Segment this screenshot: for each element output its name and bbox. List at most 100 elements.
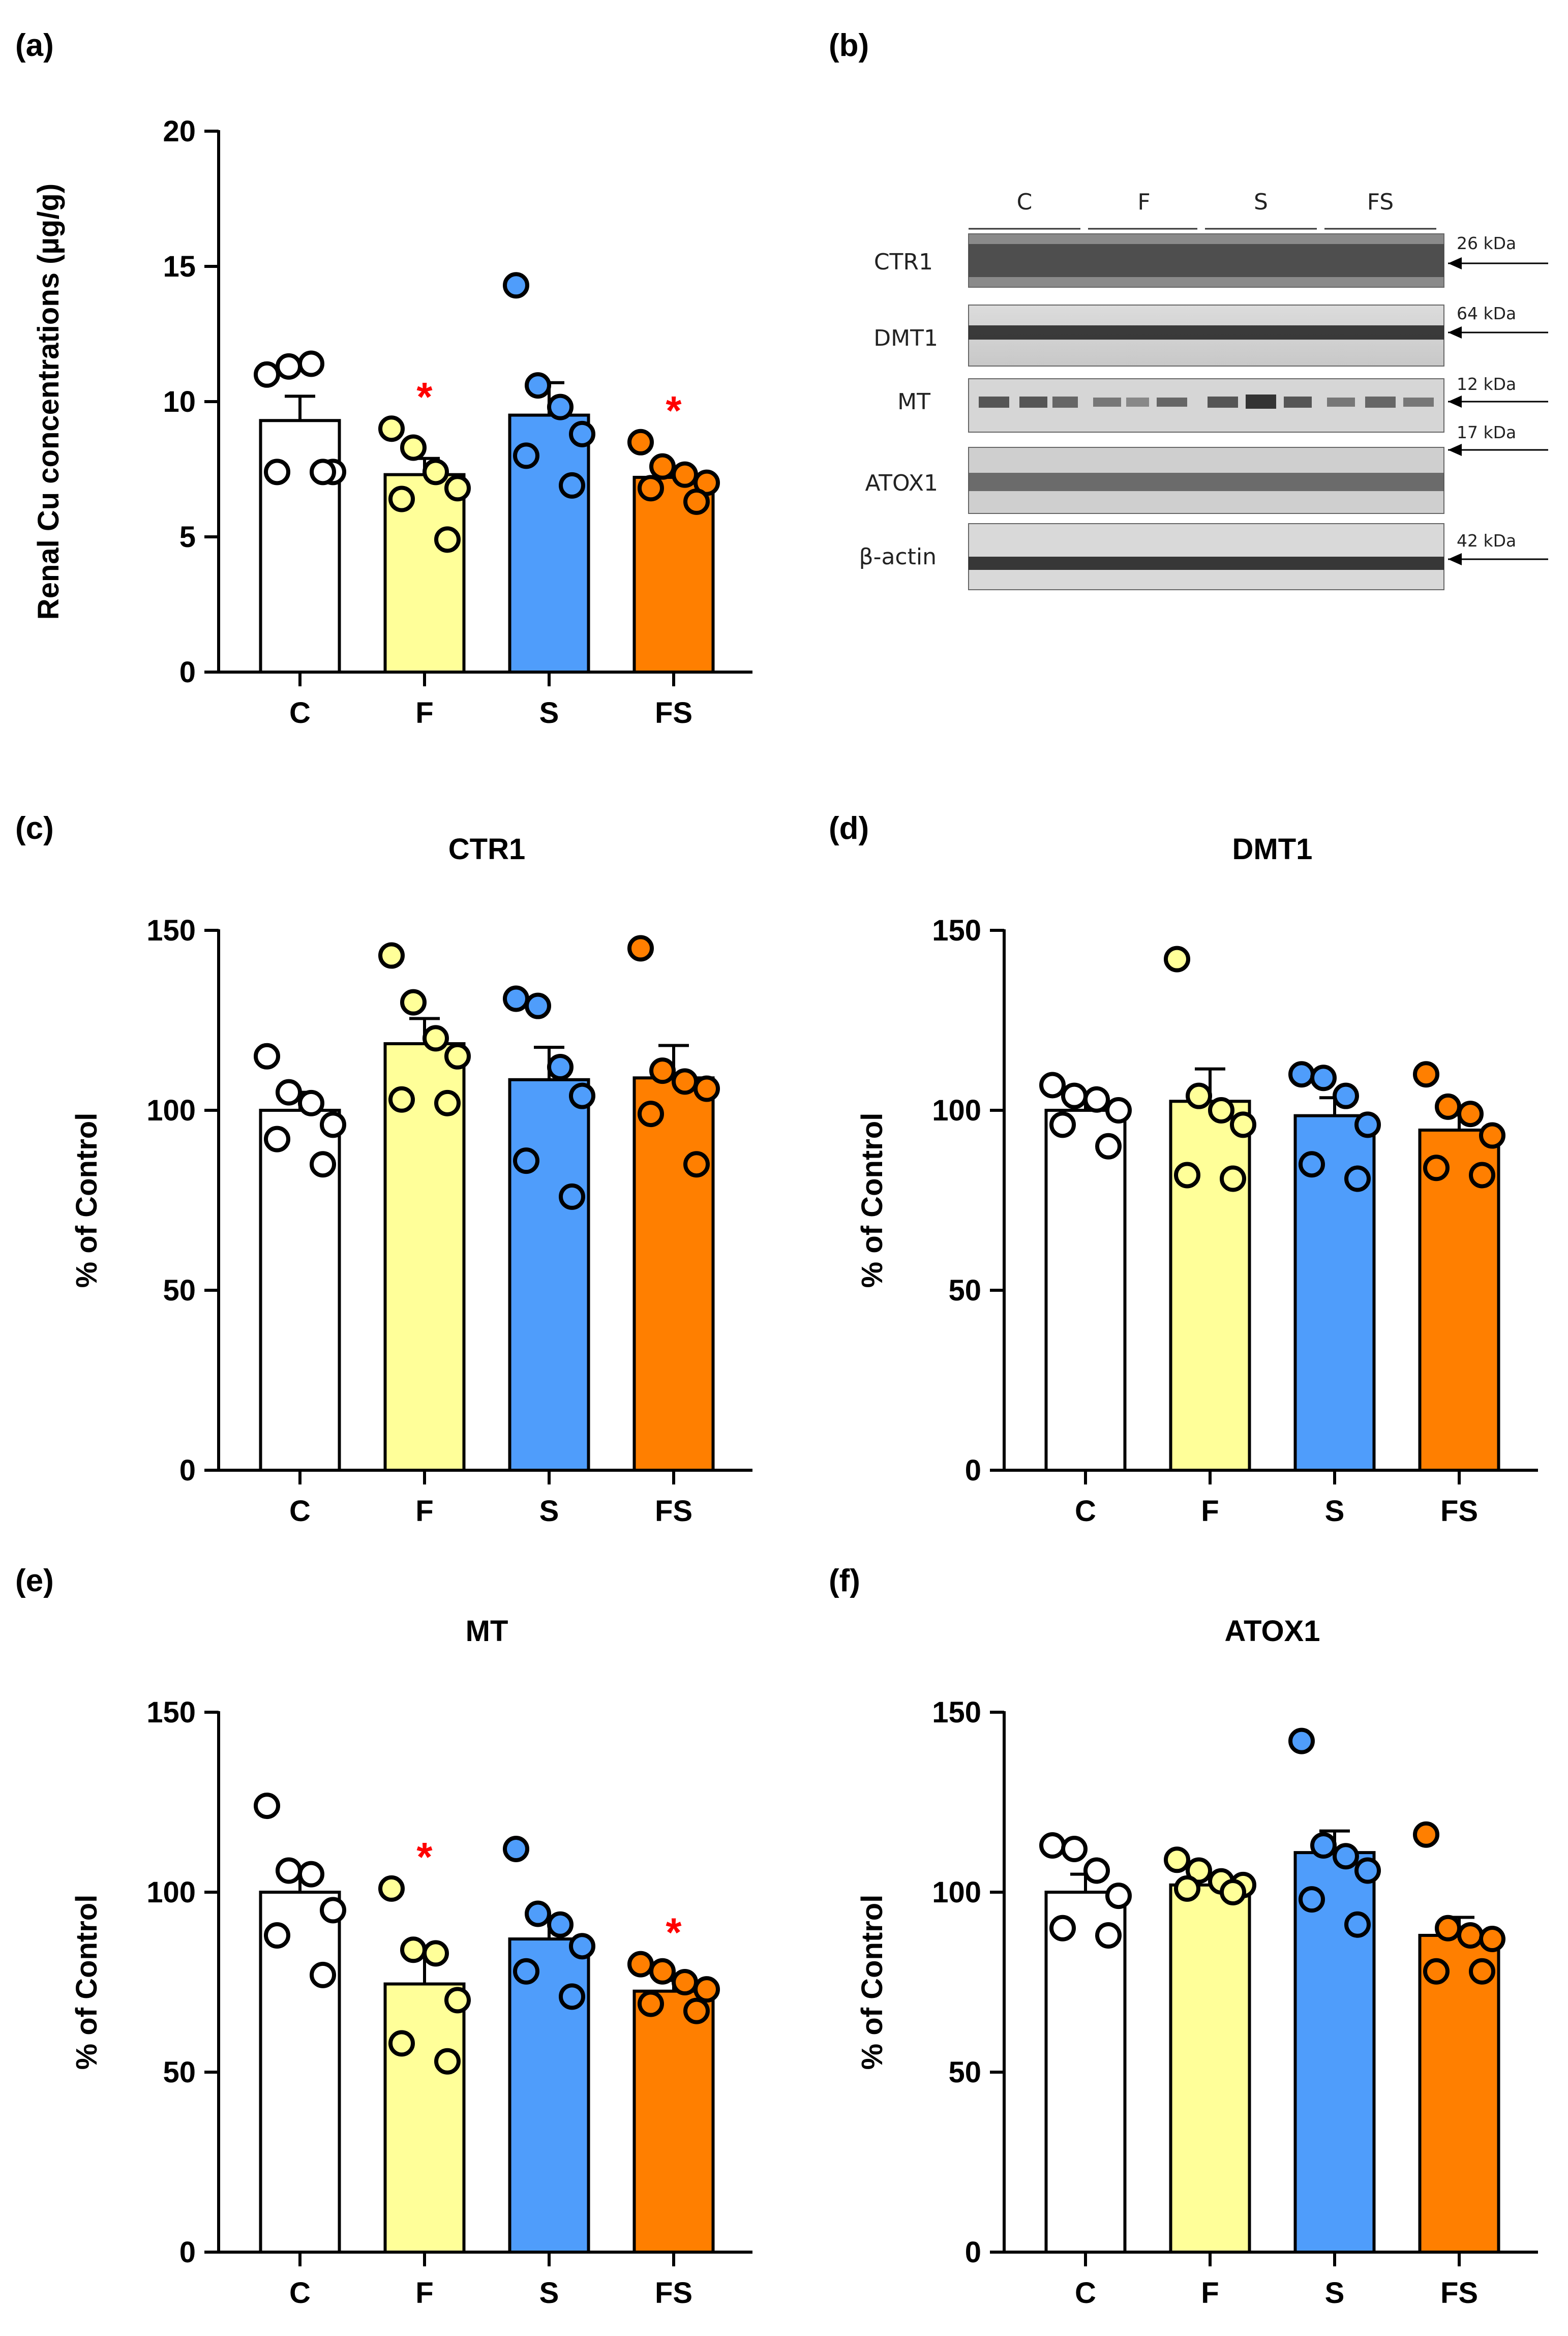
data-point (503, 1836, 529, 1863)
data-point (1230, 1111, 1256, 1138)
blot-lane-label-ctr1: CTR1 (874, 249, 933, 275)
x-tick-label: C (1075, 1495, 1096, 1528)
data-point (1479, 1122, 1505, 1149)
x-tick-label: FS (1440, 2277, 1478, 2310)
data-point (638, 475, 664, 502)
y-tick-label: 0 (179, 656, 196, 689)
data-point (276, 1857, 302, 1884)
data-point (1354, 1857, 1381, 1884)
data-point (1174, 1162, 1200, 1189)
data-point (1435, 1915, 1461, 1941)
data-point (400, 989, 427, 1016)
data-point (1039, 1832, 1066, 1859)
y-tick-label: 150 (146, 914, 196, 947)
blot-lane-label-mt: MT (897, 389, 930, 415)
x-tick-label: F (1201, 2277, 1219, 2310)
data-point (388, 1086, 415, 1113)
y-tick-label: 0 (965, 1454, 981, 1487)
data-point (547, 1911, 574, 1938)
data-point (569, 1933, 595, 1960)
blot-kda-markers: 26 kDa 64 kDa 12 kDa 17 kDa 42 kDa (1448, 233, 1548, 565)
data-point (1413, 1821, 1439, 1848)
data-point (434, 1089, 461, 1116)
x-tick-label: F (415, 1495, 433, 1528)
data-point (264, 1922, 290, 1949)
data-point (559, 472, 585, 499)
bar-f (383, 1982, 466, 2254)
kda-label-atox1: 17 kDa (1457, 422, 1516, 442)
blot-strip-dmt1 (968, 305, 1444, 367)
y-tick-label: 50 (948, 2056, 981, 2089)
data-point (559, 1983, 585, 2010)
x-tick-label: FS (655, 2277, 692, 2310)
blot-group-label-s: S (1254, 189, 1268, 215)
data-point (320, 1111, 346, 1138)
data-point (1083, 1857, 1110, 1884)
data-point (1413, 1061, 1439, 1088)
data-point (503, 272, 529, 299)
significance-marker: * (416, 374, 433, 419)
data-point (525, 1900, 551, 1927)
x-tick-label: S (539, 1495, 559, 1528)
data-point (1310, 1832, 1337, 1859)
data-point (1299, 1886, 1325, 1913)
data-point (1344, 1165, 1371, 1192)
bar-fs (632, 1989, 715, 2254)
data-point (276, 353, 302, 380)
data-point (1049, 1915, 1076, 1941)
data-point (1105, 1883, 1132, 1909)
kda-label-dmt1: 64 kDa (1457, 304, 1516, 323)
y-tick-label: 100 (146, 1876, 196, 1909)
kda-label-mt: 12 kDa (1457, 374, 1516, 394)
data-point (310, 1151, 336, 1178)
data-point (693, 1976, 720, 2003)
x-tick-label: C (289, 2277, 311, 2310)
y-tick-label: 15 (163, 250, 196, 283)
data-point (1164, 1846, 1190, 1873)
data-point (1095, 1133, 1122, 1160)
data-point (569, 420, 595, 447)
bar-c (259, 419, 341, 674)
kda-label-actin: 42 kDa (1457, 531, 1516, 551)
data-point (388, 486, 415, 512)
y-tick-label: 0 (179, 2236, 196, 2269)
chart-panel-renal-cu: (a) 0 5 10 15 20 Renal Cu concentrations (µg/g… (15, 28, 752, 730)
bar-fs (632, 1076, 715, 1472)
y-axis-title: % of Control (856, 1895, 889, 2070)
panel-letter: (c) (15, 811, 54, 846)
blot-lane-label-dmt1: DMT1 (873, 325, 938, 351)
x-tick-label: FS (655, 1495, 692, 1528)
panel-letter: (e) (15, 1563, 54, 1598)
y-tick-label: 100 (146, 1094, 196, 1127)
data-point (1083, 1086, 1110, 1113)
data-point (627, 935, 654, 962)
data-point (423, 1940, 449, 1967)
blot-group-label-fs: FS (1367, 189, 1394, 215)
data-point (254, 1043, 280, 1070)
data-point (683, 1997, 710, 2024)
data-point (276, 1079, 302, 1106)
data-point (1186, 1857, 1212, 1884)
x-tick-label: S (539, 2277, 559, 2310)
y-tick-label: 0 (179, 1454, 196, 1487)
data-point (1423, 1958, 1450, 1985)
x-tick-label: S (1325, 1495, 1345, 1528)
bar-c (259, 1891, 341, 2254)
x-tick-label: C (289, 696, 311, 730)
data-point (254, 1793, 280, 1819)
blot-group-labels: C F S FS (969, 189, 1436, 230)
bar-f (1169, 1100, 1251, 1472)
data-point (1061, 1836, 1088, 1863)
data-point (423, 459, 449, 486)
blot-strip-actin (968, 523, 1444, 590)
kda-label-ctr1: 26 kDa (1457, 233, 1516, 253)
bar-c (1044, 1891, 1127, 2254)
bar-c (1044, 1109, 1127, 1472)
x-tick-label: C (289, 1495, 311, 1528)
blot-group-label-f: F (1137, 189, 1150, 215)
y-axis-title: % of Control (70, 1113, 103, 1288)
y-tick-label: 10 (163, 385, 196, 418)
